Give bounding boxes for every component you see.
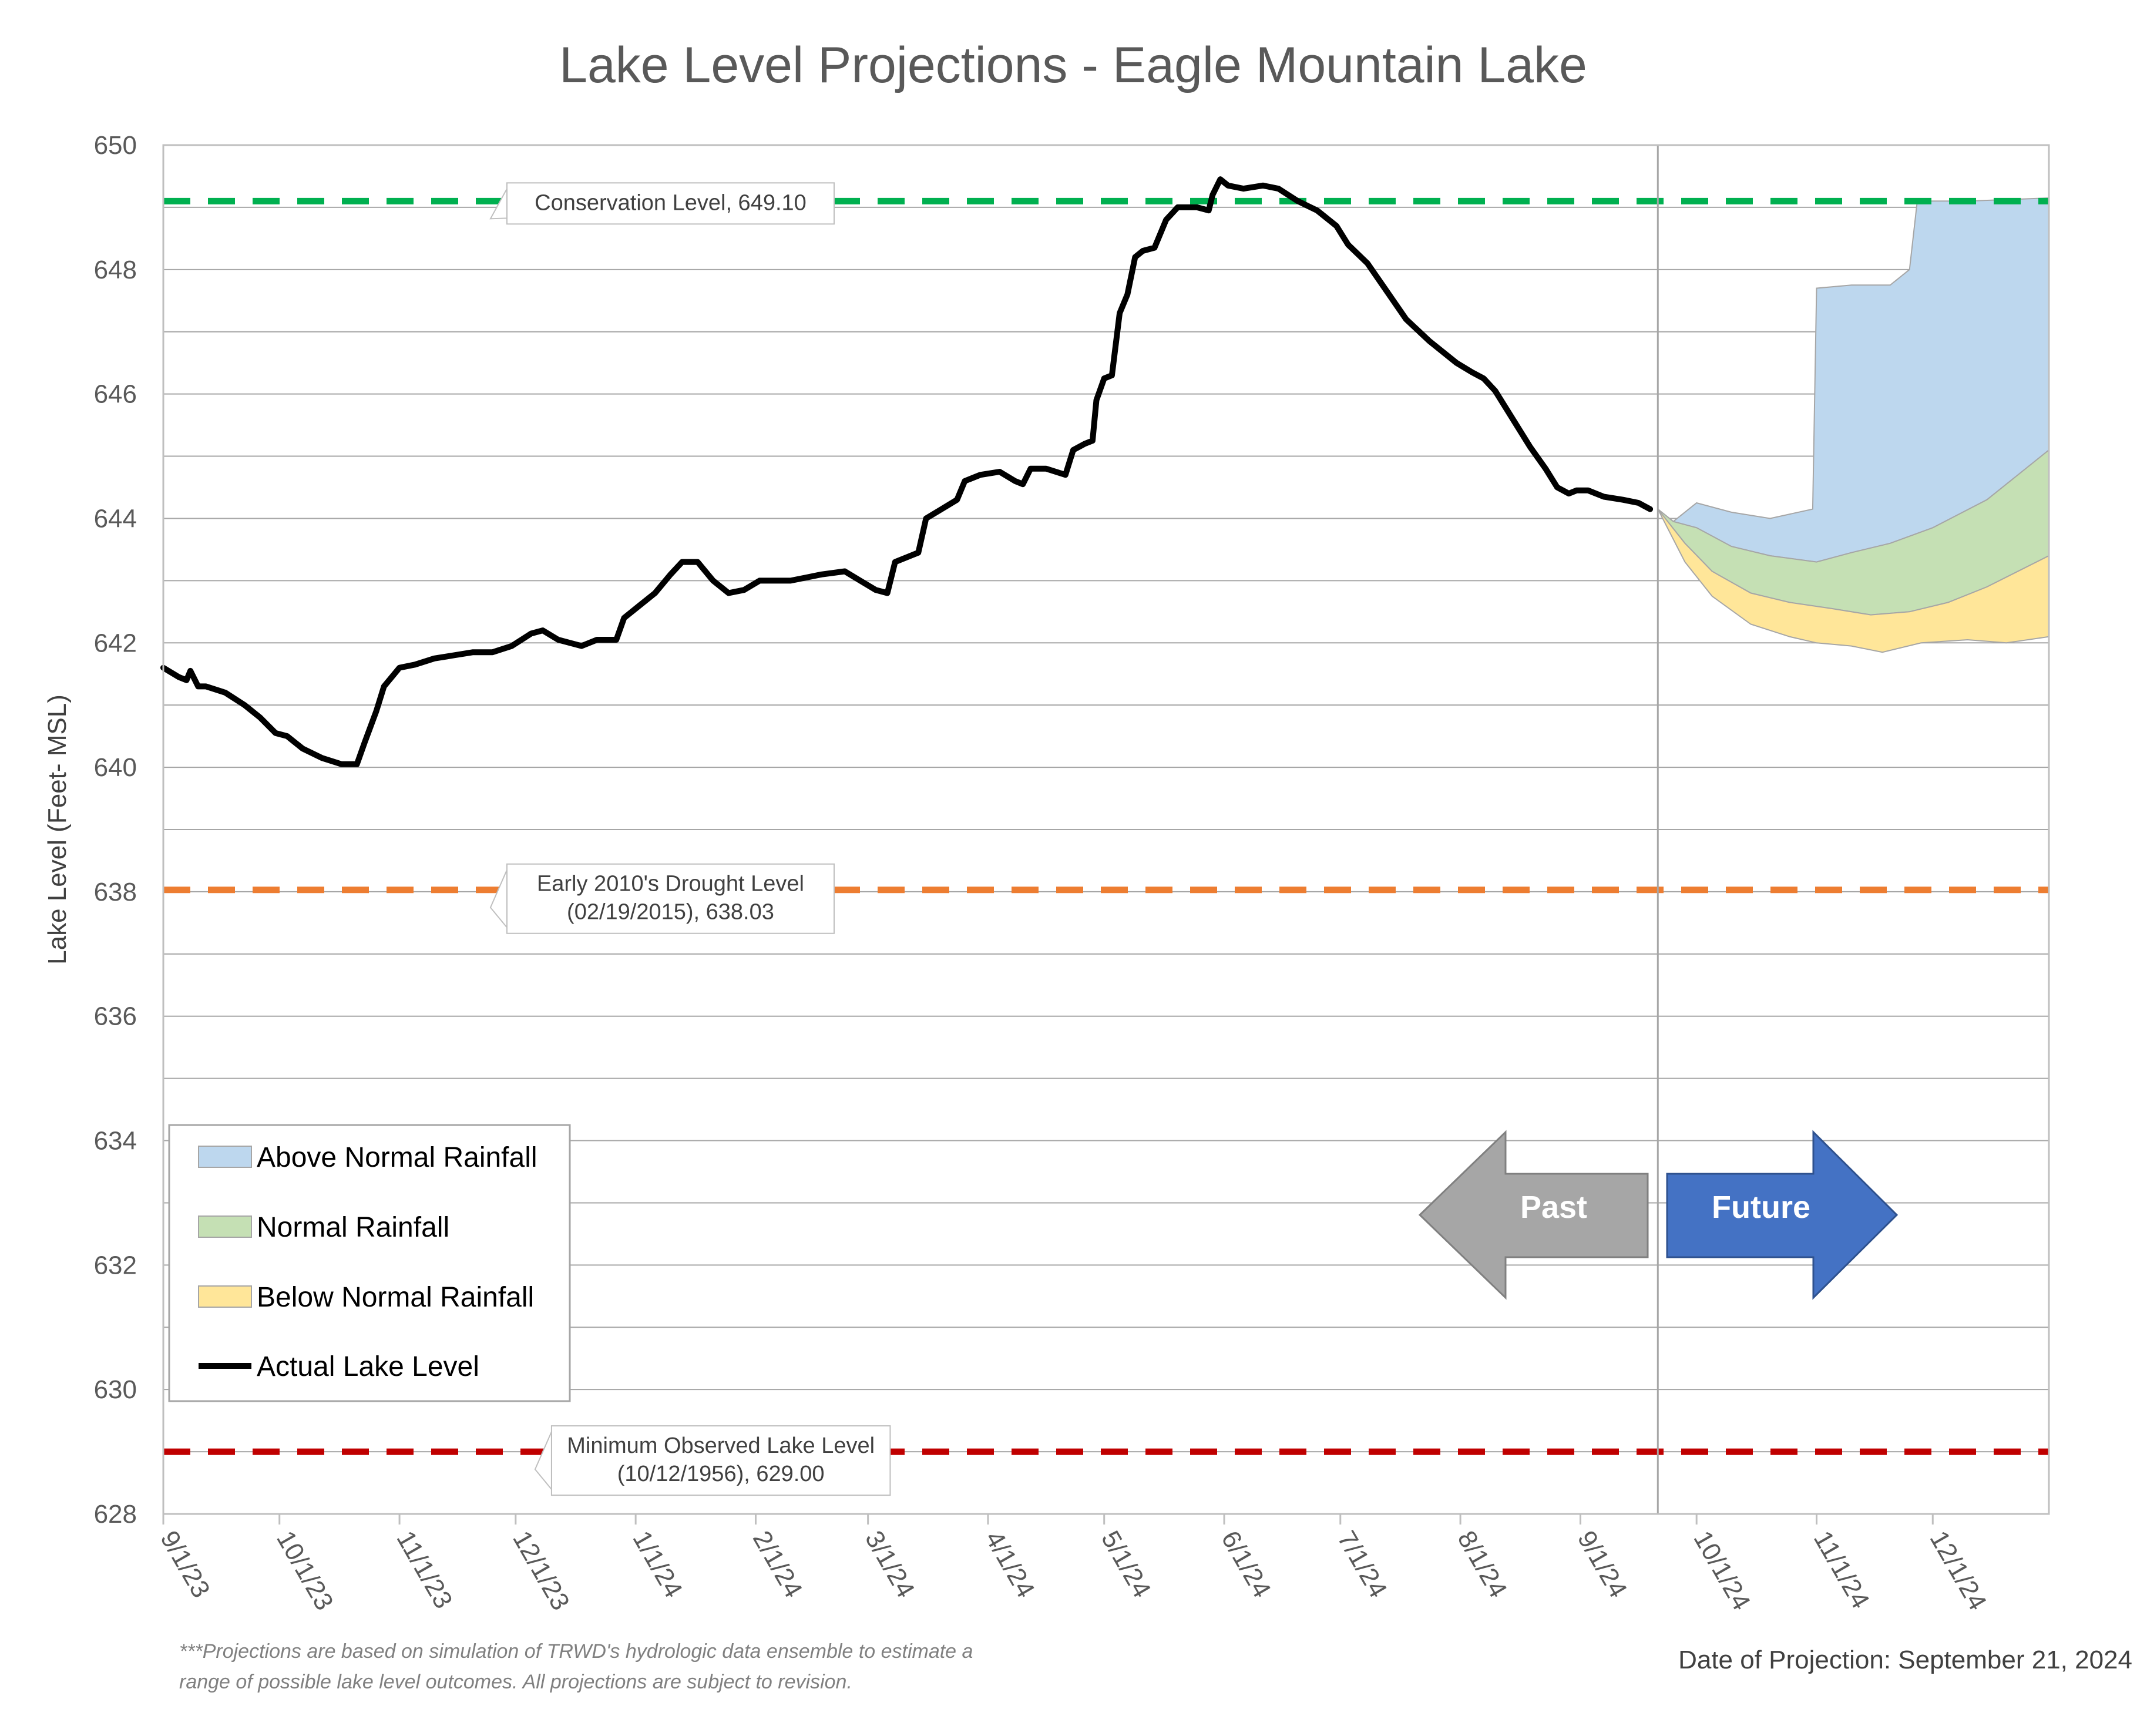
chart-title: Lake Level Projections - Eagle Mountain … xyxy=(559,37,1587,93)
callout-box xyxy=(550,1425,891,1496)
legend-label-normal: Normal Rainfall xyxy=(257,1212,449,1243)
y-tick-label: 632 xyxy=(94,1251,137,1280)
y-tick-label: 638 xyxy=(94,878,137,906)
callout-text-line: Early 2010's Drought Level xyxy=(537,872,804,896)
callout-early-2010-s-drought-level: Early 2010's Drought Level (02/19/2015), … xyxy=(489,863,835,934)
footnote-line-1: ***Projections are based on simulation o… xyxy=(179,1640,973,1663)
legend-label-below-normal: Below Normal Rainfall xyxy=(257,1282,534,1313)
future-arrow: Future xyxy=(1666,1130,1899,1300)
legend: Above Normal Rainfall Normal Rainfall Be… xyxy=(168,1124,571,1402)
callout-box xyxy=(506,182,835,225)
legend-swatch-above-normal xyxy=(198,1146,252,1168)
y-tick-label: 642 xyxy=(94,629,137,657)
legend-label-actual: Actual Lake Level xyxy=(257,1351,479,1382)
future-arrow-shape xyxy=(1666,1130,1899,1300)
callout-pointer xyxy=(534,1431,552,1491)
y-tick-label: 644 xyxy=(94,504,137,533)
y-tick-label: 646 xyxy=(94,380,137,409)
callout-text-line: Conservation Level, 649.10 xyxy=(535,190,807,215)
future-arrow-label: Future xyxy=(1712,1190,1810,1225)
callout-pointer xyxy=(489,188,508,220)
y-tick-label: 648 xyxy=(94,256,137,284)
legend-label-above-normal: Above Normal Rainfall xyxy=(257,1142,537,1173)
callout-pointer xyxy=(489,869,508,929)
legend-swatch-normal xyxy=(198,1215,252,1238)
callout-conservation-level: Conservation Level, 649.10 xyxy=(489,182,835,225)
y-tick-label: 628 xyxy=(94,1500,137,1529)
callout-box xyxy=(506,863,835,934)
past-arrow: Past xyxy=(1418,1130,1649,1300)
y-tick-label: 650 xyxy=(94,131,137,160)
legend-swatch-below-normal xyxy=(198,1285,252,1308)
projection-bands xyxy=(1657,197,2049,653)
actual-lake-level-line xyxy=(160,176,1654,767)
reference-callouts: Conservation Level, 649.10 Early 2010's D… xyxy=(489,182,891,1496)
y-axis-title: Lake Level (Feet- MSL) xyxy=(43,694,72,965)
callout-text-line: Minimum Observed Lake Level xyxy=(567,1433,875,1458)
reference-lines xyxy=(163,197,2049,1455)
callout-text-line: (10/12/1956), 629.00 xyxy=(617,1462,825,1486)
plot-area-border xyxy=(162,144,2050,1515)
callout-minimum-observed-lake-level: Minimum Observed Lake Level (10/12/1956),… xyxy=(534,1425,891,1496)
y-tick-label: 634 xyxy=(94,1127,137,1156)
legend-box xyxy=(168,1124,571,1402)
y-tick-label: 636 xyxy=(94,1002,137,1031)
projection-date-note: Date of Projection: September 21, 2024 xyxy=(1678,1646,2132,1674)
past-arrow-shape xyxy=(1418,1130,1649,1300)
y-tick-label: 630 xyxy=(94,1375,137,1404)
y-tick-label: 640 xyxy=(94,753,137,782)
actual-lake-level-series xyxy=(160,176,1654,767)
y-axis-ticks: 628 630 632 634 636 638 640 642 644 646 648 650 xyxy=(94,131,137,1529)
past-arrow-label: Past xyxy=(1520,1190,1587,1225)
footnote-line-2: range of possible lake level outcomes. A… xyxy=(179,1671,852,1693)
callout-text-line: (02/19/2015), 638.03 xyxy=(567,900,774,925)
